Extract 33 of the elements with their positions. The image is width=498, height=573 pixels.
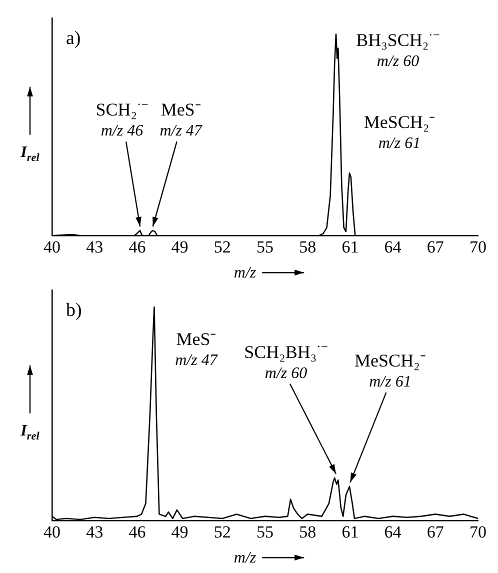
x-tick-label: 46 <box>128 237 146 256</box>
x-tick-label: 61 <box>342 237 359 256</box>
chart-title: a) <box>66 28 81 49</box>
annotation: BH₃SCH₂·− m/z 60 <box>356 28 440 70</box>
annotation: SCH₂·− m/z 46 <box>96 97 148 140</box>
x-tick-label: 43 <box>86 522 104 542</box>
annotation: MeS⁻ m/z 47 <box>175 329 218 370</box>
annotation: MeSCH₂⁻ m/z 61 <box>354 350 426 390</box>
annotation: MeS⁻ m/z 47 <box>160 100 203 140</box>
x-tick-label: 49 <box>171 522 188 542</box>
chart-title: b) <box>66 300 82 321</box>
annotation: SCH₂BH₃·− m/z 60 <box>244 340 328 382</box>
x-tick-label: 46 <box>128 522 146 542</box>
x-tick-label: 52 <box>214 237 231 256</box>
x-tick-label: 67 <box>426 237 444 256</box>
x-axis-title: m/z <box>234 550 257 567</box>
x-tick-label: 55 <box>256 522 274 542</box>
x-axis-title: m/z <box>234 264 257 282</box>
x-tick-label: 61 <box>342 522 359 542</box>
x-tick-label: 70 <box>470 522 486 542</box>
x-tick-label: 58 <box>299 522 316 542</box>
x-tick-label: 67 <box>426 522 444 542</box>
x-tick-label: 43 <box>86 237 104 256</box>
x-tick-label: 49 <box>171 237 188 256</box>
x-tick-label: 64 <box>384 522 402 542</box>
annotation: MeSCH₂⁻ m/z 61 <box>364 112 436 152</box>
x-tick-label: 52 <box>214 522 231 542</box>
x-tick-label: 64 <box>384 237 402 256</box>
x-tick-label: 58 <box>299 237 316 256</box>
x-tick-label: 40 <box>44 237 60 256</box>
x-tick-label: 40 <box>44 522 60 542</box>
x-tick-label: 70 <box>470 237 486 256</box>
x-tick-label: 55 <box>256 237 274 256</box>
